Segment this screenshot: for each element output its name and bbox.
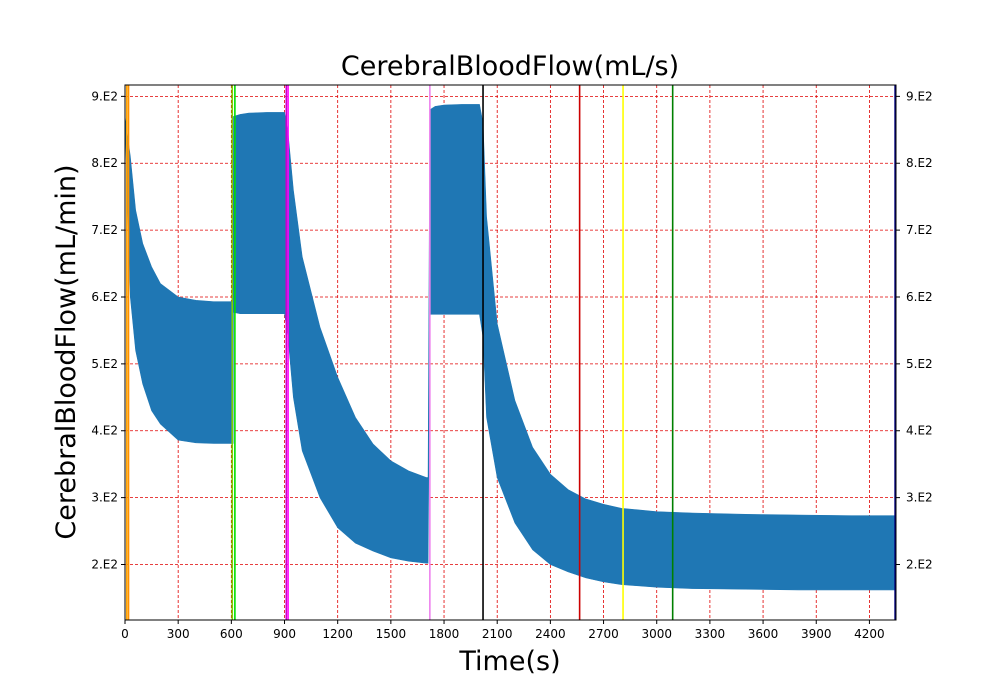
x-tick-label: 300 (167, 627, 190, 641)
y-tick-label: 3.E2 (91, 491, 118, 505)
x-tick-label: 2100 (482, 627, 513, 641)
y-tick-label-right: 9.E2 (906, 89, 933, 103)
y-tick-label-right: 5.E2 (906, 357, 933, 371)
x-tick-label: 2700 (588, 627, 619, 641)
y-axis-ticks: 2.E2 3.E2 4.E2 5.E2 6.E2 7.E2 8.E2 9.E2 (91, 89, 125, 571)
x-tick-label: 0 (121, 627, 129, 641)
x-tick-label: 3900 (801, 627, 832, 641)
x-axis-label: Time(s) (458, 646, 560, 677)
x-axis-ticks: 0 300 600 900 1200 1500 1800 2100 2400 2700 3000 33… (121, 620, 885, 641)
y-tick-label-right: 6.E2 (906, 290, 933, 304)
y-tick-label-right: 7.E2 (906, 223, 933, 237)
x-tick-label: 3000 (641, 627, 672, 641)
y-tick-label-right: 8.E2 (906, 156, 933, 170)
x-tick-label: 1500 (376, 627, 407, 641)
event-lines (125, 85, 896, 620)
x-tick-label: 600 (220, 627, 243, 641)
y-tick-label: 8.E2 (91, 156, 118, 170)
chart-title: CerebralBloodFlow(mL/s) (341, 51, 679, 82)
y-tick-label: 4.E2 (91, 424, 118, 438)
y-tick-label: 7.E2 (91, 223, 118, 237)
y-tick-label-right: 2.E2 (906, 557, 933, 571)
plot-frame (124, 84, 897, 621)
y-tick-label: 2.E2 (91, 557, 118, 571)
x-tick-label: 2400 (535, 627, 566, 641)
y-axis-ticks-right: 2.E2 3.E2 4.E2 5.E2 6.E2 7.E2 8.E2 9.E2 (896, 89, 933, 571)
x-tick-label: 1800 (429, 627, 460, 641)
y-tick-label: 9.E2 (91, 89, 118, 103)
x-tick-label: 3300 (695, 627, 726, 641)
y-tick-label: 5.E2 (91, 357, 118, 371)
y-tick-label-right: 3.E2 (906, 491, 933, 505)
y-tick-label-right: 4.E2 (906, 424, 933, 438)
y-axis-label: CerebralBloodFlow(mL/min) (51, 164, 82, 539)
x-tick-label: 3600 (748, 627, 779, 641)
y-tick-label: 6.E2 (91, 290, 118, 304)
x-tick-label: 1200 (322, 627, 353, 641)
x-tick-label: 4200 (854, 627, 885, 641)
x-tick-label: 900 (273, 627, 296, 641)
